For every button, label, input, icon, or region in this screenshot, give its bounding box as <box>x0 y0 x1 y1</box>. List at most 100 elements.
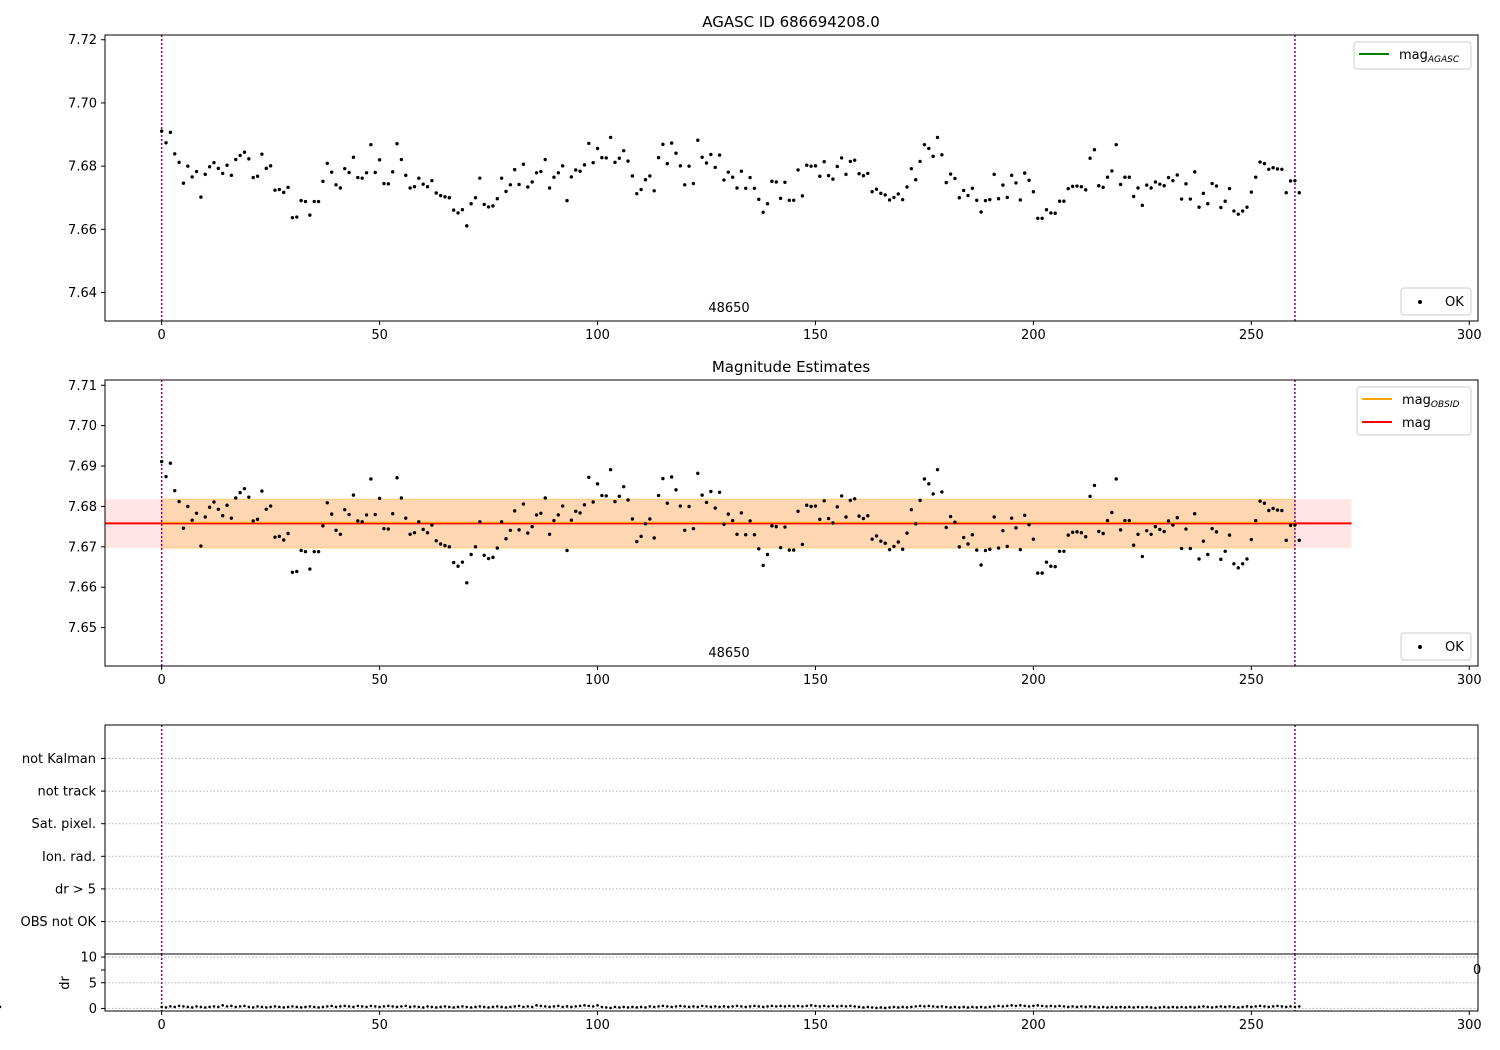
x-tick-label: 300 <box>1457 328 1482 343</box>
data-point <box>888 1006 891 1009</box>
data-point <box>966 1006 970 1009</box>
data-point <box>674 1005 678 1008</box>
data-point <box>482 553 486 558</box>
data-point <box>887 198 892 202</box>
data-point <box>1180 1005 1183 1009</box>
legend-point-swatch <box>1418 300 1422 304</box>
data-point <box>1223 1005 1227 1009</box>
data-point <box>949 1006 952 1009</box>
data-point <box>744 533 748 537</box>
data-point <box>635 191 639 196</box>
data-point <box>687 164 691 168</box>
data-point <box>1210 181 1214 186</box>
data-point <box>1018 547 1023 552</box>
data-point <box>879 1006 883 1009</box>
data-point <box>944 525 948 530</box>
data-point <box>1167 1006 1170 1009</box>
data-point <box>303 549 308 554</box>
data-point <box>177 160 181 165</box>
data-point <box>1297 1005 1301 1008</box>
data-point <box>914 1005 918 1008</box>
data-point <box>417 520 421 524</box>
data-point <box>461 1005 464 1008</box>
data-point <box>390 170 395 174</box>
data-point <box>652 189 656 193</box>
data-point <box>278 1005 281 1009</box>
dr-axis-label: dr <box>58 976 73 990</box>
data-point <box>504 1006 508 1009</box>
data-point <box>1131 543 1136 547</box>
data-point <box>482 1005 486 1009</box>
data-point <box>783 1005 787 1008</box>
data-point <box>190 175 194 179</box>
data-point <box>181 526 186 530</box>
data-point <box>1145 1005 1149 1009</box>
magnitude-center-label: 48650 <box>708 646 749 661</box>
data-point <box>543 496 547 500</box>
data-point <box>761 1005 765 1009</box>
data-point <box>325 161 329 166</box>
data-point <box>1215 1005 1218 1009</box>
data-point <box>247 157 251 161</box>
data-point <box>1005 195 1009 200</box>
data-point <box>521 162 526 166</box>
data-point <box>761 563 765 568</box>
data-point <box>504 189 508 194</box>
legend-entry-obsid: magOBSID <box>1402 393 1460 410</box>
data-point <box>469 552 473 557</box>
data-point <box>169 1005 172 1008</box>
data-point <box>635 539 639 544</box>
data-point <box>1179 546 1184 551</box>
data-point <box>425 530 430 535</box>
data-point <box>182 1005 185 1008</box>
data-point <box>1009 173 1014 178</box>
data-point <box>1276 1004 1279 1008</box>
x-tick-label: 0 <box>158 328 166 343</box>
data-point <box>726 512 730 516</box>
data-point <box>1005 1004 1009 1008</box>
data-point <box>621 148 626 153</box>
data-point <box>778 196 783 201</box>
data-point <box>277 534 282 539</box>
data-point <box>1036 1004 1040 1007</box>
flag-label: not track <box>37 785 96 800</box>
data-point <box>517 1004 521 1008</box>
data-point <box>696 471 700 476</box>
data-point <box>299 548 303 553</box>
data-point <box>299 1006 303 1009</box>
data-point <box>373 512 377 517</box>
x-tick-label: 250 <box>1239 328 1264 343</box>
data-point <box>456 1005 460 1009</box>
data-point <box>643 178 648 182</box>
data-point <box>783 180 787 184</box>
data-point <box>203 515 207 519</box>
data-point <box>600 155 604 160</box>
data-point <box>761 210 765 214</box>
data-point <box>1158 1006 1162 1009</box>
data-point <box>839 156 844 160</box>
data-point <box>1001 183 1005 187</box>
data-point <box>909 166 914 171</box>
data-point <box>369 477 373 481</box>
data-point <box>1267 1005 1271 1009</box>
data-point <box>730 518 735 523</box>
data-point <box>1114 1006 1118 1009</box>
data-point <box>495 1005 499 1008</box>
data-point <box>447 545 452 549</box>
data-point <box>173 488 177 493</box>
data-point <box>1284 538 1288 543</box>
data-point <box>377 158 382 162</box>
data-point <box>1079 530 1084 535</box>
data-point <box>813 504 818 508</box>
x-tick-label: 150 <box>803 1018 828 1033</box>
data-point <box>966 542 970 546</box>
data-point <box>164 474 168 479</box>
data-point <box>578 511 582 515</box>
data-point <box>421 1006 425 1009</box>
data-point <box>901 1005 904 1009</box>
data-point <box>369 142 373 147</box>
data-point <box>931 492 935 496</box>
data-point <box>387 1004 390 1008</box>
data-point <box>1075 1005 1079 1009</box>
data-point <box>1245 557 1249 561</box>
